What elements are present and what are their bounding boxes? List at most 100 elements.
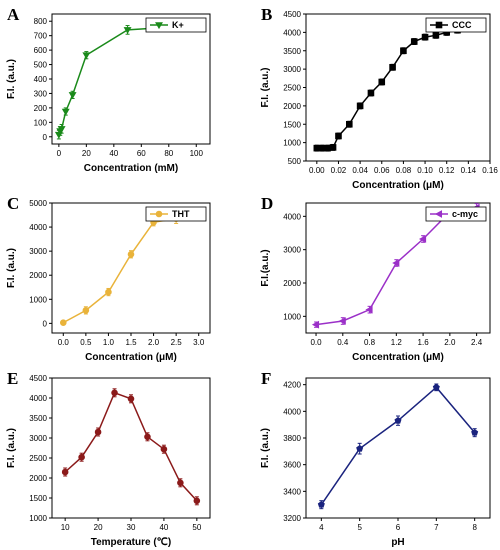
y-tick-label: 2000 — [29, 271, 47, 280]
y-tick-label: 1500 — [29, 494, 47, 503]
y-tick-label: 0 — [43, 319, 48, 328]
data-point — [105, 288, 112, 296]
data-point — [400, 47, 407, 55]
data-point — [356, 102, 364, 110]
data-point — [471, 428, 479, 436]
legend-marker — [435, 21, 443, 29]
y-tick-label: 200 — [34, 104, 48, 113]
data-point — [338, 317, 346, 325]
y-tick-label: 2500 — [29, 454, 47, 463]
data-point — [82, 52, 91, 60]
y-tick-label: 4500 — [29, 374, 47, 383]
x-tick-label: 2.4 — [471, 338, 483, 347]
legend-marker — [155, 210, 163, 218]
panel-f: F 4 5 6 7 8 3200 3400 3600 3800 4000 4200 pH F.I. (a.… — [260, 369, 491, 548]
legend-box — [425, 206, 487, 222]
x-tick-label: 5 — [357, 523, 362, 532]
x-tick-label: 80 — [164, 149, 173, 158]
y-tick-label: 2000 — [283, 279, 301, 288]
data-point — [59, 319, 67, 326]
y-tick-label: 2000 — [283, 102, 301, 111]
y-tick-label: 0 — [43, 133, 48, 142]
x-tick-label: 2.0 — [444, 338, 456, 347]
x-tick-label: 0.14 — [461, 166, 477, 175]
x-tick-label: 0.8 — [364, 338, 376, 347]
y-tick-label: 3800 — [283, 434, 301, 443]
y-axis-label: F.I. (a.u.) — [260, 428, 271, 468]
y-tick-label: 4200 — [283, 381, 301, 390]
plot-frame — [51, 13, 211, 145]
data-point — [432, 383, 440, 391]
data-point — [311, 320, 320, 329]
x-tick-label: 30 — [127, 523, 136, 532]
x-tick-label: 2.5 — [171, 338, 183, 347]
y-tick-label: 3500 — [29, 414, 47, 423]
data-point — [394, 416, 402, 424]
data-point — [82, 307, 90, 314]
data-point — [410, 38, 418, 45]
x-tick-label: 0 — [57, 149, 62, 158]
x-tick-label: 0.16 — [482, 166, 498, 175]
x-tick-label: 4 — [319, 523, 324, 532]
y-tick-label: 3000 — [283, 246, 301, 255]
y-tick-label: 2000 — [29, 474, 47, 483]
data-point — [123, 27, 132, 34]
legend-box — [145, 17, 207, 33]
x-tick-label: 0.5 — [80, 338, 92, 347]
x-tick-label: 7 — [434, 523, 439, 532]
y-tick-label: 3000 — [283, 65, 301, 74]
y-axis-label: F.I.(a.u.) — [260, 249, 271, 286]
y-tick-label: 4000 — [283, 212, 301, 221]
y-tick-label: 3200 — [283, 514, 301, 523]
data-point — [61, 468, 69, 476]
data-point — [392, 259, 400, 267]
x-tick-label: 0.02 — [331, 166, 347, 175]
y-axis-label: F.I. (a.u.) — [260, 68, 271, 108]
x-tick-label: 1.2 — [391, 338, 403, 347]
y-tick-label: 3500 — [283, 47, 301, 56]
data-point — [160, 445, 168, 453]
data-point — [127, 250, 135, 258]
x-tick-label: 1.6 — [418, 338, 430, 347]
plot-frame — [305, 13, 491, 162]
panel-letter: A — [7, 5, 20, 24]
panel-letter: D — [261, 194, 273, 213]
legend-label: THT — [172, 209, 190, 219]
y-tick-label: 4000 — [29, 223, 47, 232]
legend-box — [145, 206, 207, 222]
y-tick-label: 800 — [34, 17, 48, 26]
series-line — [58, 24, 197, 135]
y-tick-label: 600 — [34, 46, 48, 55]
data-point — [432, 32, 440, 39]
y-axis-label: F.I. (a.u.) — [6, 59, 17, 99]
legend-label: K+ — [172, 20, 184, 30]
y-tick-label: 1000 — [29, 514, 47, 523]
y-tick-label: 1000 — [283, 139, 301, 148]
y-tick-label: 100 — [34, 118, 48, 127]
series-line — [316, 27, 469, 149]
data-point — [367, 89, 375, 97]
y-tick-label: 4000 — [283, 407, 301, 416]
x-tick-label: 10 — [61, 523, 70, 532]
data-point — [68, 92, 77, 99]
data-point — [329, 144, 337, 151]
data-point — [378, 78, 386, 86]
data-point — [345, 120, 353, 128]
data-point — [127, 395, 135, 403]
data-point — [193, 497, 201, 505]
panel-a: A 0 20 40 60 80 100 0 100 200 300 400 500 600 700 800 Co… — [6, 5, 211, 174]
y-tick-label: 4500 — [283, 10, 301, 19]
x-tick-label: 0.4 — [337, 338, 349, 347]
y-tick-label: 300 — [34, 89, 48, 98]
x-tick-label: 0.0 — [310, 338, 322, 347]
series-line — [320, 386, 476, 506]
y-tick-label: 700 — [34, 32, 48, 41]
y-tick-label: 4000 — [283, 28, 301, 37]
x-tick-label: 3.0 — [193, 338, 205, 347]
data-point — [57, 126, 66, 133]
panel-letter: C — [7, 194, 19, 213]
data-point — [335, 132, 342, 140]
legend-label: c-myc — [452, 209, 478, 219]
data-point — [144, 433, 151, 441]
